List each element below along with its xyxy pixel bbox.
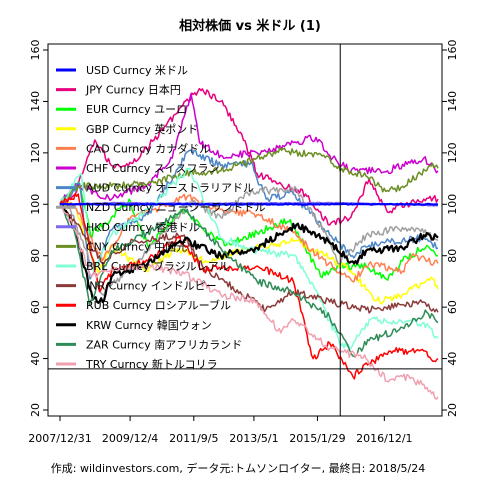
legend-label: BRL Curncy ブラジルレアル bbox=[86, 259, 230, 273]
y-tick-label-right: 20 bbox=[446, 403, 459, 417]
legend-label: JPY Curncy 日本円 bbox=[85, 83, 181, 97]
series-layer bbox=[59, 87, 439, 400]
y-tick-label-left: 100 bbox=[29, 194, 42, 215]
y-tick-label-left: 160 bbox=[29, 40, 42, 61]
legend-label: NZD Curncy ニュージーランドドル bbox=[86, 201, 266, 214]
legend-label: EUR Curncy ユーロ bbox=[86, 103, 187, 116]
legend-label: ZAR Curncy 南アフリカランド bbox=[86, 338, 242, 351]
y-tick-label-left: 120 bbox=[29, 142, 42, 163]
x-tick-label: 2013/5/1 bbox=[229, 432, 278, 445]
y-tick-label-right: 100 bbox=[446, 194, 459, 215]
x-tick-label: 2009/12/4 bbox=[102, 432, 158, 445]
y-tick-label-left: 140 bbox=[29, 91, 42, 112]
series-line bbox=[59, 203, 439, 358]
series-line bbox=[59, 203, 439, 314]
y-tick-label-right: 60 bbox=[446, 300, 459, 314]
series-line bbox=[59, 202, 439, 206]
legend-label: CHF Curncy スイスフラン bbox=[86, 162, 219, 175]
x-tick-label: 2015/1/29 bbox=[289, 432, 345, 445]
y-tick-label-left: 20 bbox=[29, 403, 42, 417]
legend-label: USD Curncy 米ドル bbox=[86, 64, 188, 77]
legend-label: INR Curncy インドルピー bbox=[86, 280, 217, 293]
series-line bbox=[59, 203, 439, 304]
axes-layer: 20 20 40 40 60 60 80 80 100 100 120 120 140 140 160 160… bbox=[28, 40, 459, 446]
legend-label: CNY Curncy 中国元 bbox=[86, 240, 187, 253]
series-line bbox=[59, 146, 439, 206]
y-tick-label-left: 60 bbox=[29, 300, 42, 314]
y-tick-label-right: 80 bbox=[446, 249, 459, 263]
x-tick-label: 2007/12/31 bbox=[28, 432, 91, 445]
chart-caption: 作成: wildinvestors.com, データ元:トムソンロイター, 最終… bbox=[51, 461, 425, 475]
y-tick-label-left: 80 bbox=[29, 249, 42, 263]
y-tick-label-right: 40 bbox=[446, 352, 459, 366]
y-tick-label-left: 40 bbox=[29, 352, 42, 366]
legend-label: RUB Curncy ロシアルーブル bbox=[86, 298, 231, 312]
legend-label: GBP Curncy 英ポンド bbox=[86, 122, 198, 136]
y-tick-label-right: 120 bbox=[446, 142, 459, 163]
series-line bbox=[59, 92, 439, 205]
chart-title: 相対株価 vs 米ドル (1) bbox=[179, 18, 321, 34]
legend-label: KRW Curncy 韓国ウォン bbox=[86, 319, 212, 332]
y-tick-label-right: 160 bbox=[446, 40, 459, 61]
legend-label: TRY Curncy 新トルコリラ bbox=[85, 357, 218, 371]
legend-label: AUD Curncy オーストラリアドル bbox=[86, 182, 254, 195]
series-line bbox=[59, 181, 439, 281]
series-line bbox=[59, 87, 439, 226]
legend-label: CAD Curncy カナダドル bbox=[86, 141, 210, 155]
x-tick-label: 2011/9/5 bbox=[169, 432, 218, 445]
y-tick-label-right: 140 bbox=[446, 91, 459, 112]
series-line bbox=[59, 167, 439, 350]
legend-label: HKD Curncy 香港ドル bbox=[86, 221, 199, 234]
x-tick-label: 2016/12/1 bbox=[356, 432, 412, 445]
plot-border bbox=[47, 43, 443, 417]
legend: USD Curncy 米ドル JPY Curncy 日本円 EUR Curncy ユ… bbox=[56, 64, 266, 371]
